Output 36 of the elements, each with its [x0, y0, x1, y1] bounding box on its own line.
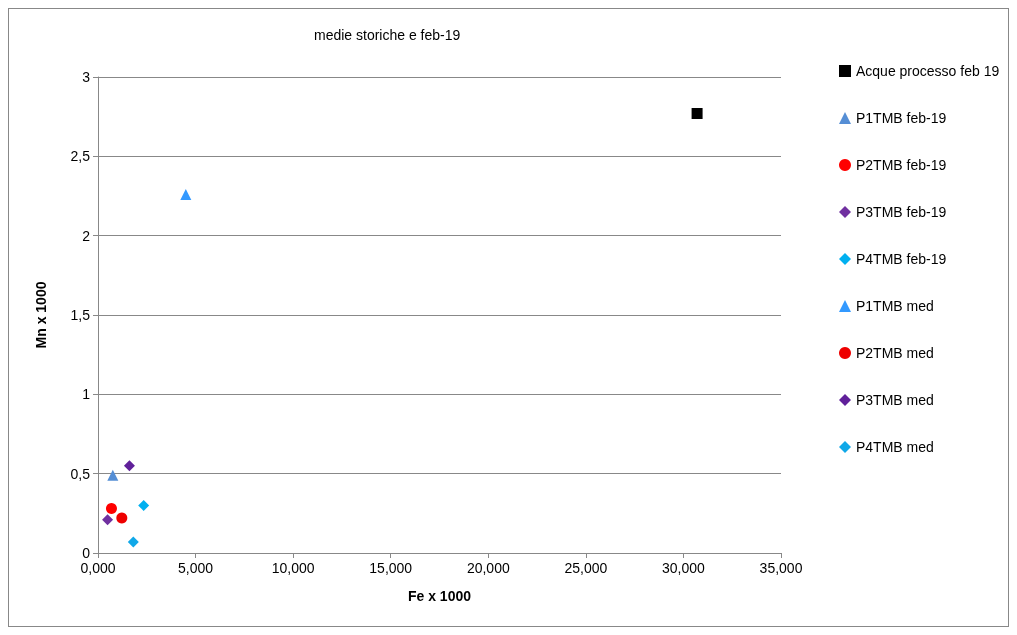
- legend-label: P1TMB feb-19: [856, 110, 947, 126]
- y-tick-label: 0,5: [70, 465, 91, 482]
- legend-label: P4TMB med: [856, 439, 934, 455]
- legend-label: P2TMB med: [856, 345, 934, 361]
- point: [138, 499, 150, 511]
- chart-title: medie storiche e feb-19: [314, 27, 461, 43]
- x-tick-label: 5,000: [178, 560, 214, 576]
- legend-label: P3TMB med: [856, 392, 934, 408]
- y-tick-label: 2,5: [70, 148, 91, 165]
- point: [123, 460, 135, 472]
- point: [105, 503, 117, 515]
- x-tick-label: 10,000: [271, 560, 315, 576]
- point: [127, 536, 139, 548]
- x-tick-label: 35,000: [759, 560, 803, 576]
- y-axis-title: Mn x 1000: [33, 281, 49, 349]
- legend-label: Acque processo feb 19: [856, 63, 1000, 79]
- legend-label: P2TMB feb-19: [856, 157, 947, 173]
- legend-label: P1TMB med: [856, 298, 934, 314]
- x-axis-title: Fe x 1000: [407, 588, 472, 604]
- y-tick-label: 3: [82, 69, 91, 85]
- point: [180, 188, 192, 200]
- y-tick-label: 2: [82, 227, 91, 244]
- x-tick-label: 0,000: [80, 560, 116, 576]
- point: [107, 469, 119, 481]
- y-tick-label: 0: [82, 545, 91, 561]
- x-tick-label: 25,000: [564, 560, 608, 576]
- point: [102, 514, 114, 526]
- x-tick-label: 30,000: [662, 560, 706, 576]
- y-tick-label: 1: [82, 386, 91, 403]
- point: [116, 512, 128, 524]
- x-tick-label: 20,000: [466, 560, 510, 576]
- legend-label: P3TMB feb-19: [856, 204, 947, 220]
- y-tick-label: 1,5: [70, 307, 91, 323]
- legend-label: P4TMB feb-19: [856, 251, 947, 267]
- point: [691, 107, 703, 119]
- x-tick-label: 15,000: [369, 560, 413, 576]
